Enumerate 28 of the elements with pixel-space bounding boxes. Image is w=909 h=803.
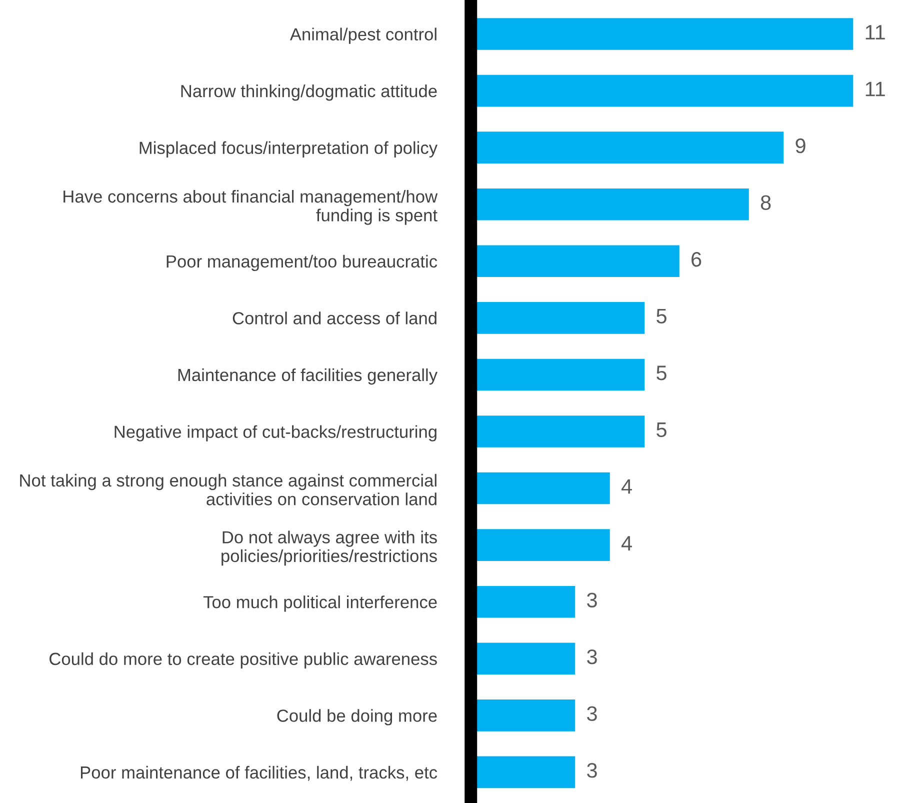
y-tick-label: Poor maintenance of facilities, land, tracks, etc [80,766,438,781]
data-label: 5 [656,366,666,380]
y-tick-label: Could be doing more [277,709,437,726]
y-tick-label: Poor management/too bureaucratic [166,254,438,272]
data-label: 3 [587,592,597,608]
y-tick-label: Negative impact of cut-backs/restructuring [114,425,436,442]
y-tick-label: Maintenance of facilities generally [178,368,438,385]
data-label: 4 [621,536,632,550]
data-label: 5 [656,422,666,438]
y-tick-label: Could do more to create positive public awareness [50,652,437,669]
data-label: 6 [692,252,702,267]
y-tick-label: Do not always agree with its policies/priorities/restrictions [222,530,437,566]
data-label: 3 [587,649,597,664]
data-label: 3 [587,706,597,722]
data-label: 3 [587,763,597,778]
y-tick-label: Narrow thinking/dogmatic attitude [181,84,437,101]
y-tick-label: Animal/pest control [290,28,436,44]
data-label: 5 [656,308,666,324]
data-label: 9 [796,138,806,154]
y-tick-label: Control and access of land [232,312,436,324]
y-tick-label: Have concerns about financial management/how funding is spent [64,190,438,225]
data-label: 4 [621,479,632,494]
data-label: 11 [866,25,885,40]
data-label: 8 [760,195,771,210]
y-tick-label: Too much political interference [203,596,437,612]
y-tick-label: Misplaced focus/interpretation of policy [140,141,438,158]
data-label: 11 [866,82,885,96]
y-tick-label: Not taking a strong enough stance against commercial activities on conservation land [20,474,436,506]
